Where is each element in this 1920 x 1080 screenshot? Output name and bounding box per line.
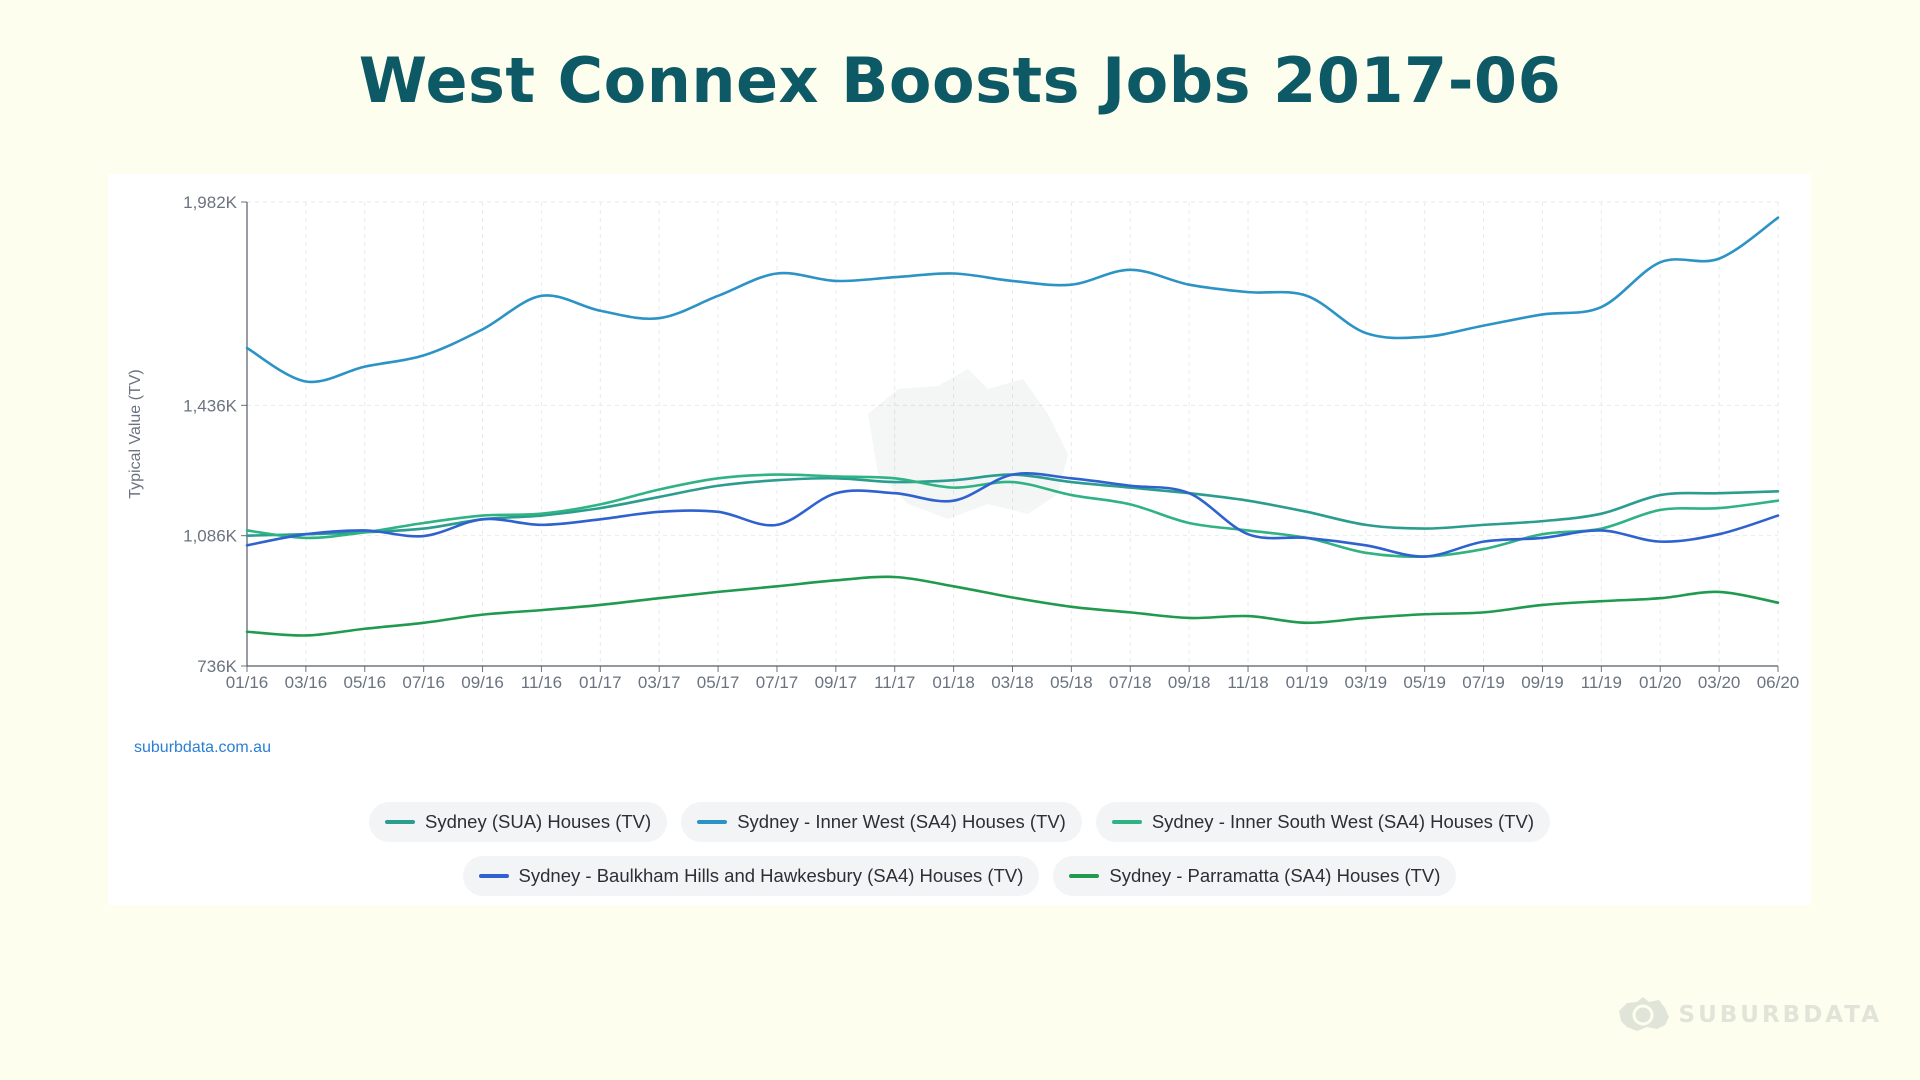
x-tick-label: 07/17 <box>756 673 799 692</box>
chart-card: 01/16 03/16 05/16 07/16 09/16 11/16 01/17 03/17… <box>108 174 1811 905</box>
legend-item[interactable]: Sydney (SUA) Houses (TV) <box>369 802 668 842</box>
x-tick-label: 07/18 <box>1109 673 1152 692</box>
x-tick-label: 11/18 <box>1227 673 1268 692</box>
legend-label: Sydney - Inner West (SA4) Houses (TV) <box>737 811 1066 832</box>
x-tick-label: 07/16 <box>402 673 445 692</box>
legend-swatch <box>1069 874 1100 878</box>
legend-item[interactable]: Sydney - Parramatta (SA4) Houses (TV) <box>1053 856 1457 896</box>
x-tick-label: 05/17 <box>697 673 740 692</box>
legend: Sydney (SUA) Houses (TV) Sydney - Inner W… <box>108 802 1811 910</box>
axes: 01/16 03/16 05/16 07/16 09/16 11/16 01/17 03/17… <box>183 193 1799 692</box>
x-tick-label: 11/19 <box>1581 673 1622 692</box>
brand-name: SUBURBDATA <box>1678 1002 1882 1028</box>
legend-swatch <box>385 820 415 824</box>
line-chart: 01/16 03/16 05/16 07/16 09/16 11/16 01/17 03/17… <box>127 193 1799 692</box>
legend-item[interactable]: Sydney - Baulkham Hills and Hawkesbury (… <box>462 856 1040 896</box>
series-line-4 <box>245 472 1780 558</box>
y-tick-label: 1,436K <box>183 396 238 415</box>
x-tick-label: 01/19 <box>1286 673 1329 692</box>
x-tick-label: 03/19 <box>1345 673 1388 692</box>
legend-row: Sydney - Baulkham Hills and Hawkesbury (… <box>108 856 1811 896</box>
x-tick-label: 05/18 <box>1050 673 1093 692</box>
page-title: West Connex Boosts Jobs 2017-06 <box>358 44 1562 117</box>
x-tick-label: 03/17 <box>638 673 681 692</box>
y-tick-label: 1,982K <box>183 193 238 212</box>
source-link[interactable]: suburbdata.com.au <box>134 739 271 756</box>
x-tick-label: 05/16 <box>343 673 386 692</box>
x-tick-label: 03/18 <box>991 673 1034 692</box>
brand-logo: SUBURBDATA <box>1615 993 1883 1037</box>
x-tick-label: 03/16 <box>285 673 328 692</box>
y-tick-label: 736K <box>197 657 237 676</box>
legend-row: Sydney (SUA) Houses (TV) Sydney - Inner W… <box>108 802 1811 842</box>
x-tick-label: 01/20 <box>1639 673 1682 692</box>
legend-label: Sydney - Baulkham Hills and Hawkesbury (… <box>518 865 1024 886</box>
x-tick-label: 09/18 <box>1168 673 1211 692</box>
series-line-5 <box>245 575 1780 637</box>
legend-label: Sydney (SUA) Houses (TV) <box>425 811 652 832</box>
legend-item[interactable]: Sydney - Inner West (SA4) Houses (TV) <box>681 802 1082 842</box>
legend-item[interactable]: Sydney - Inner South West (SA4) Houses (… <box>1095 802 1550 842</box>
series-line-2 <box>245 216 1780 384</box>
x-tick-label: 07/19 <box>1462 673 1505 692</box>
legend-label: Sydney - Parramatta (SA4) Houses (TV) <box>1109 865 1441 886</box>
legend-label: Sydney - Inner South West (SA4) Houses (… <box>1151 811 1534 832</box>
x-tick-label: 05/19 <box>1403 673 1446 692</box>
australia-logo-icon <box>1618 997 1669 1031</box>
legend-swatch <box>478 874 509 878</box>
x-tick-label: 11/17 <box>874 673 915 692</box>
grid <box>246 201 1779 667</box>
x-tick-label: 01/18 <box>932 673 975 692</box>
x-tick-label: 09/19 <box>1521 673 1564 692</box>
x-tick-label: 01/17 <box>579 673 622 692</box>
legend-swatch <box>1111 820 1142 824</box>
x-tick-label: 03/20 <box>1698 673 1741 692</box>
x-tick-label: 11/16 <box>521 673 562 692</box>
x-tick-label: 06/20 <box>1757 673 1800 692</box>
y-axis-title: Typical Value (TV) <box>127 369 144 499</box>
x-tick-label: 01/16 <box>226 673 269 692</box>
y-tick-label: 1,086K <box>183 527 238 546</box>
x-tick-label: 09/17 <box>815 673 858 692</box>
x-tick-label: 09/16 <box>461 673 504 692</box>
legend-swatch <box>697 820 728 824</box>
series-lines <box>245 216 1780 637</box>
